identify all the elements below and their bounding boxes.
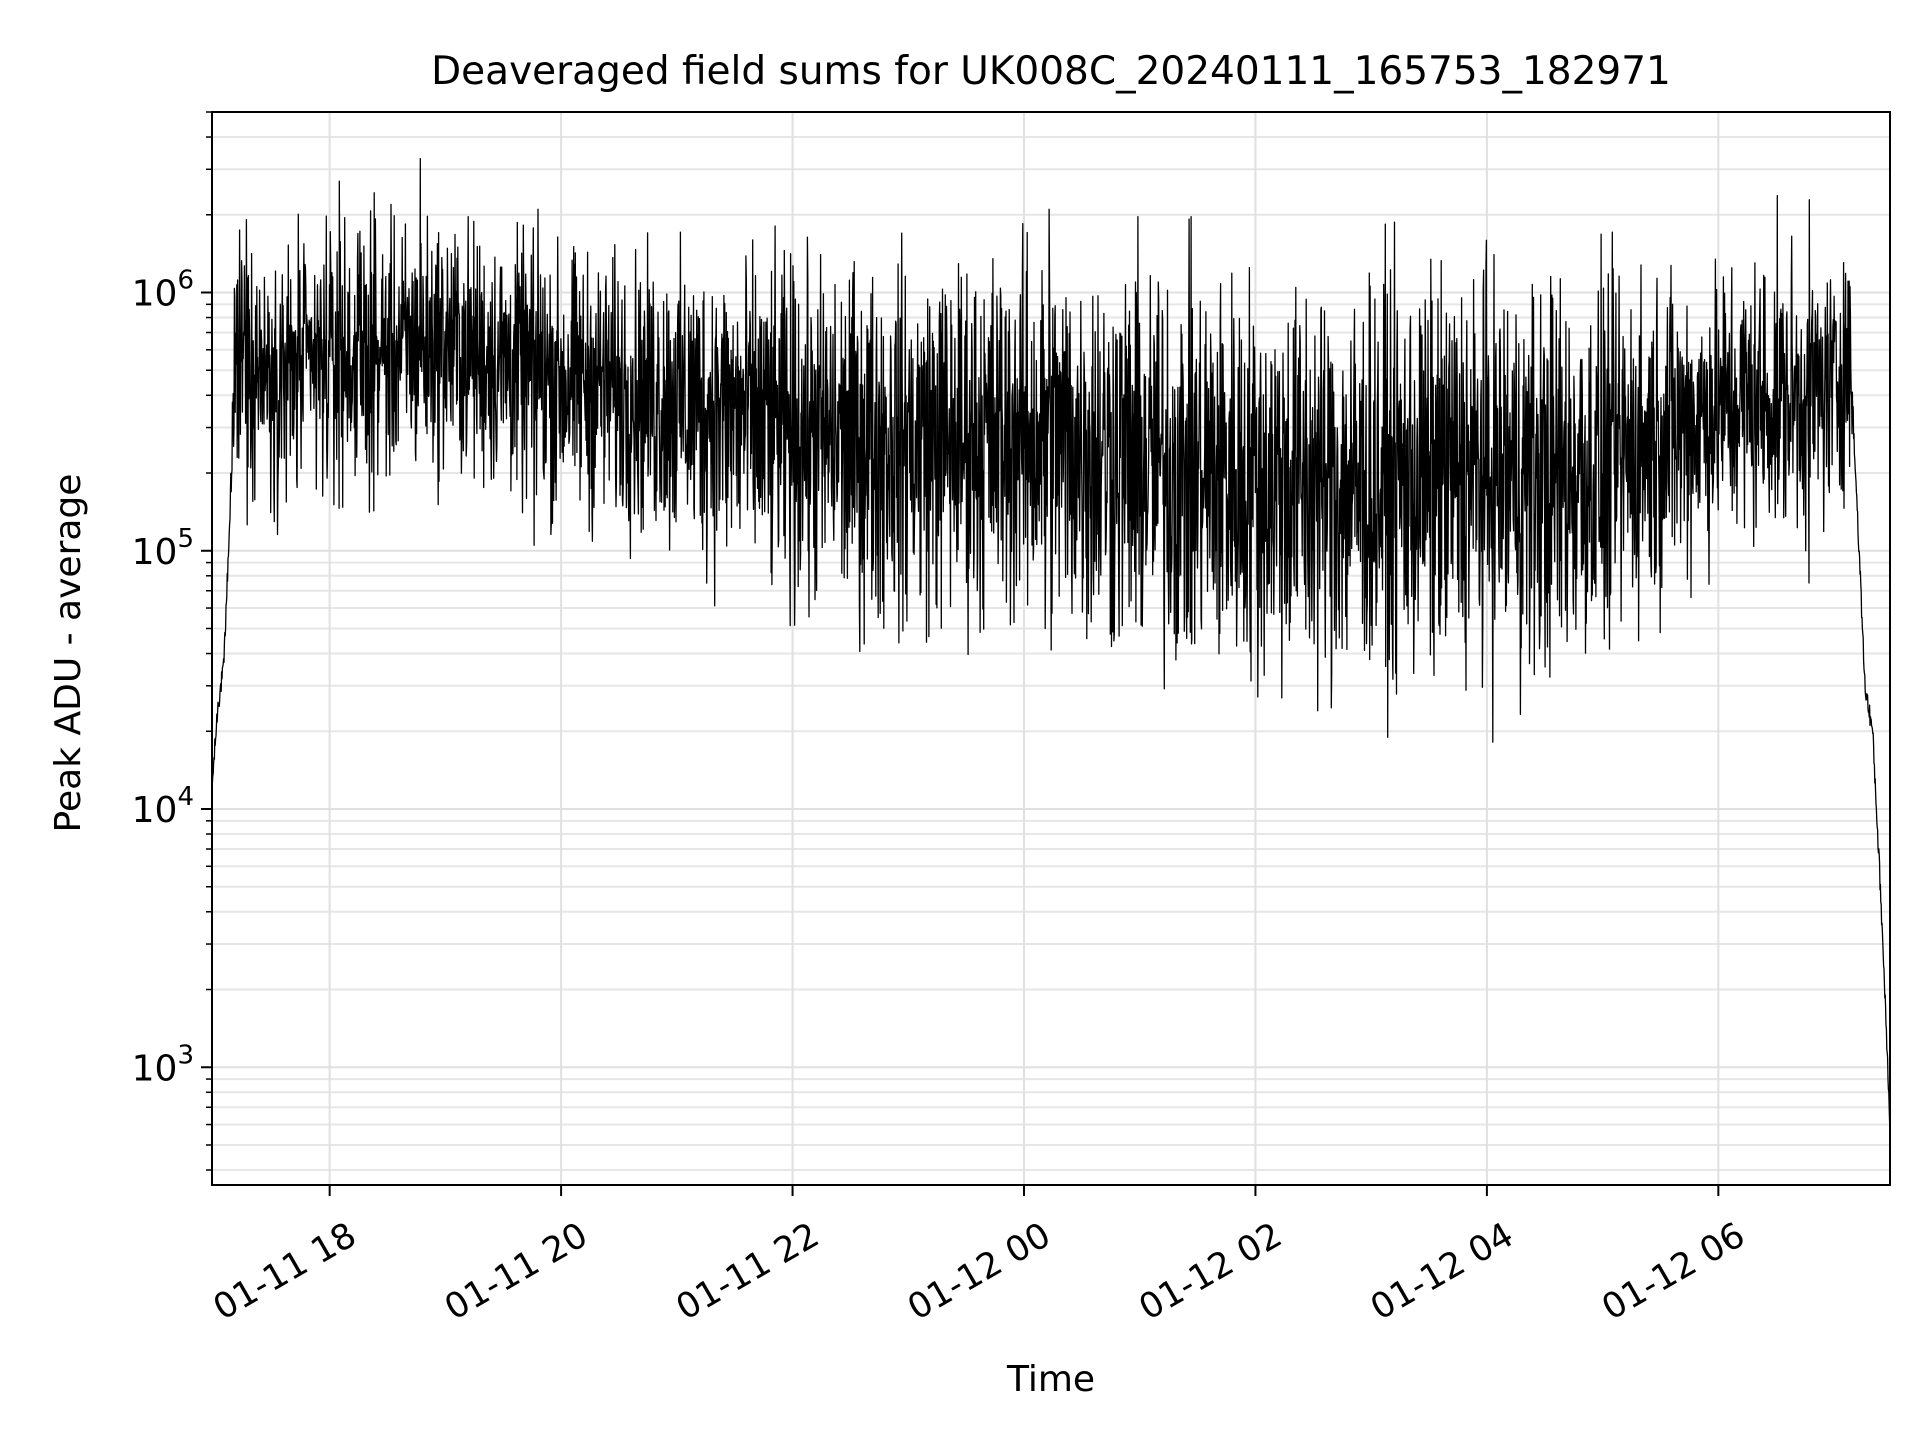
series-line bbox=[211, 157, 1891, 1131]
chart-title: Deaveraged field sums for UK008C_2024011… bbox=[431, 49, 1671, 94]
x-axis-label: Time bbox=[1006, 1359, 1095, 1400]
plot-area bbox=[211, 157, 1891, 1131]
plot-frame bbox=[211, 111, 1891, 1186]
y-tick-label: 106 bbox=[132, 266, 194, 315]
y-tick-label: 104 bbox=[132, 782, 194, 831]
y-tick-label: 103 bbox=[132, 1040, 194, 1089]
y-axis-label: Peak ADU - average bbox=[48, 474, 89, 833]
y-tick-label: 105 bbox=[132, 524, 194, 573]
